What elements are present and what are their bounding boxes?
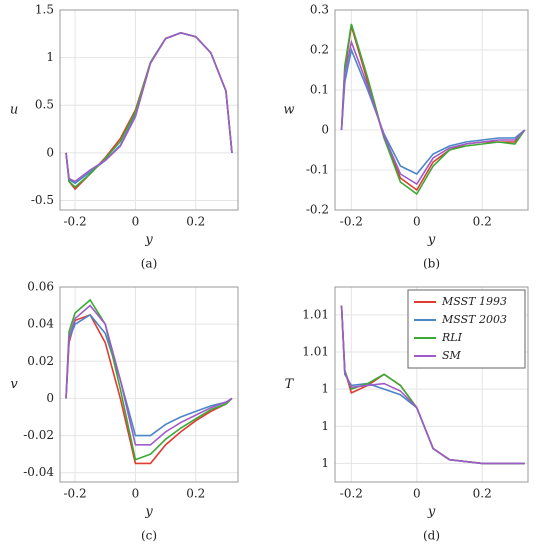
y-axis-label: T bbox=[285, 377, 295, 392]
y-tick-label: 1 bbox=[321, 419, 329, 433]
x-axis-label: y bbox=[427, 233, 436, 248]
plot-frame bbox=[59, 286, 239, 483]
legend-label: MSST 2003 bbox=[441, 313, 507, 326]
series-line bbox=[340, 47, 526, 175]
panel-caption: (a) bbox=[141, 257, 158, 271]
series-line bbox=[65, 32, 233, 183]
y-tick-label: 0 bbox=[46, 145, 54, 159]
y-tick-label: 0.2 bbox=[310, 43, 329, 57]
y-tick-label: 0.04 bbox=[27, 317, 54, 331]
y-tick-label: -0.2 bbox=[306, 203, 329, 217]
series-line bbox=[340, 23, 526, 196]
y-tick-label: 0 bbox=[46, 391, 54, 405]
y-tick-label: 0.06 bbox=[27, 280, 54, 294]
series-line bbox=[65, 32, 233, 189]
y-tick-label: 1 bbox=[321, 456, 329, 470]
y-tick-label: 1 bbox=[321, 382, 329, 396]
y-tick-label: -0.02 bbox=[23, 428, 54, 442]
legend-label: SM bbox=[442, 349, 462, 362]
series-line bbox=[65, 313, 233, 465]
x-tick-label: 0 bbox=[413, 215, 421, 229]
x-tick-label: 0.2 bbox=[186, 487, 205, 501]
y-tick-label: 1.01 bbox=[302, 345, 329, 359]
panel-caption: (b) bbox=[423, 257, 440, 271]
series-line bbox=[65, 32, 233, 185]
x-tick-label: 0.2 bbox=[186, 215, 205, 229]
series-line bbox=[65, 313, 233, 437]
x-axis-label: y bbox=[144, 505, 153, 520]
plot-frame bbox=[334, 9, 529, 211]
x-tick-label: -0.2 bbox=[340, 487, 363, 501]
y-tick-label: 1.5 bbox=[35, 3, 54, 17]
series-line bbox=[65, 304, 233, 446]
y-tick-label: -0.04 bbox=[23, 465, 54, 479]
x-tick-label: -0.2 bbox=[340, 215, 363, 229]
plot-frame bbox=[334, 286, 529, 483]
x-axis-label: y bbox=[144, 233, 153, 248]
y-tick-label: 0.02 bbox=[27, 354, 54, 368]
y-axis-label: w bbox=[283, 103, 294, 118]
legend-label: MSST 1993 bbox=[441, 295, 507, 308]
y-tick-label: 0.5 bbox=[35, 98, 54, 112]
y-axis-label: v bbox=[10, 377, 18, 392]
panel-caption: (c) bbox=[141, 529, 157, 543]
x-tick-label: 0 bbox=[132, 215, 140, 229]
y-tick-label: -0.5 bbox=[31, 193, 54, 207]
y-tick-label: 0 bbox=[321, 123, 329, 137]
plot-frame bbox=[59, 9, 239, 211]
x-tick-label: 0.2 bbox=[473, 215, 492, 229]
legend-label: RLI bbox=[441, 331, 463, 344]
y-axis-label: u bbox=[10, 103, 18, 118]
x-tick-label: -0.2 bbox=[64, 215, 87, 229]
x-axis-label: y bbox=[427, 505, 436, 520]
x-tick-label: 0 bbox=[132, 487, 140, 501]
x-tick-label: -0.2 bbox=[64, 487, 87, 501]
series-line bbox=[65, 32, 233, 191]
y-tick-label: 0.1 bbox=[310, 83, 329, 97]
series-line bbox=[65, 298, 233, 461]
y-tick-label: 1 bbox=[46, 50, 54, 64]
y-tick-label: 0.3 bbox=[310, 3, 329, 17]
y-tick-label: 1.01 bbox=[302, 307, 329, 321]
x-tick-label: 0.2 bbox=[473, 487, 492, 501]
series-line bbox=[340, 39, 526, 186]
panel-caption: (d) bbox=[423, 529, 440, 543]
y-tick-label: -0.1 bbox=[306, 163, 329, 177]
series-line bbox=[340, 305, 525, 465]
x-tick-label: 0 bbox=[413, 487, 421, 501]
